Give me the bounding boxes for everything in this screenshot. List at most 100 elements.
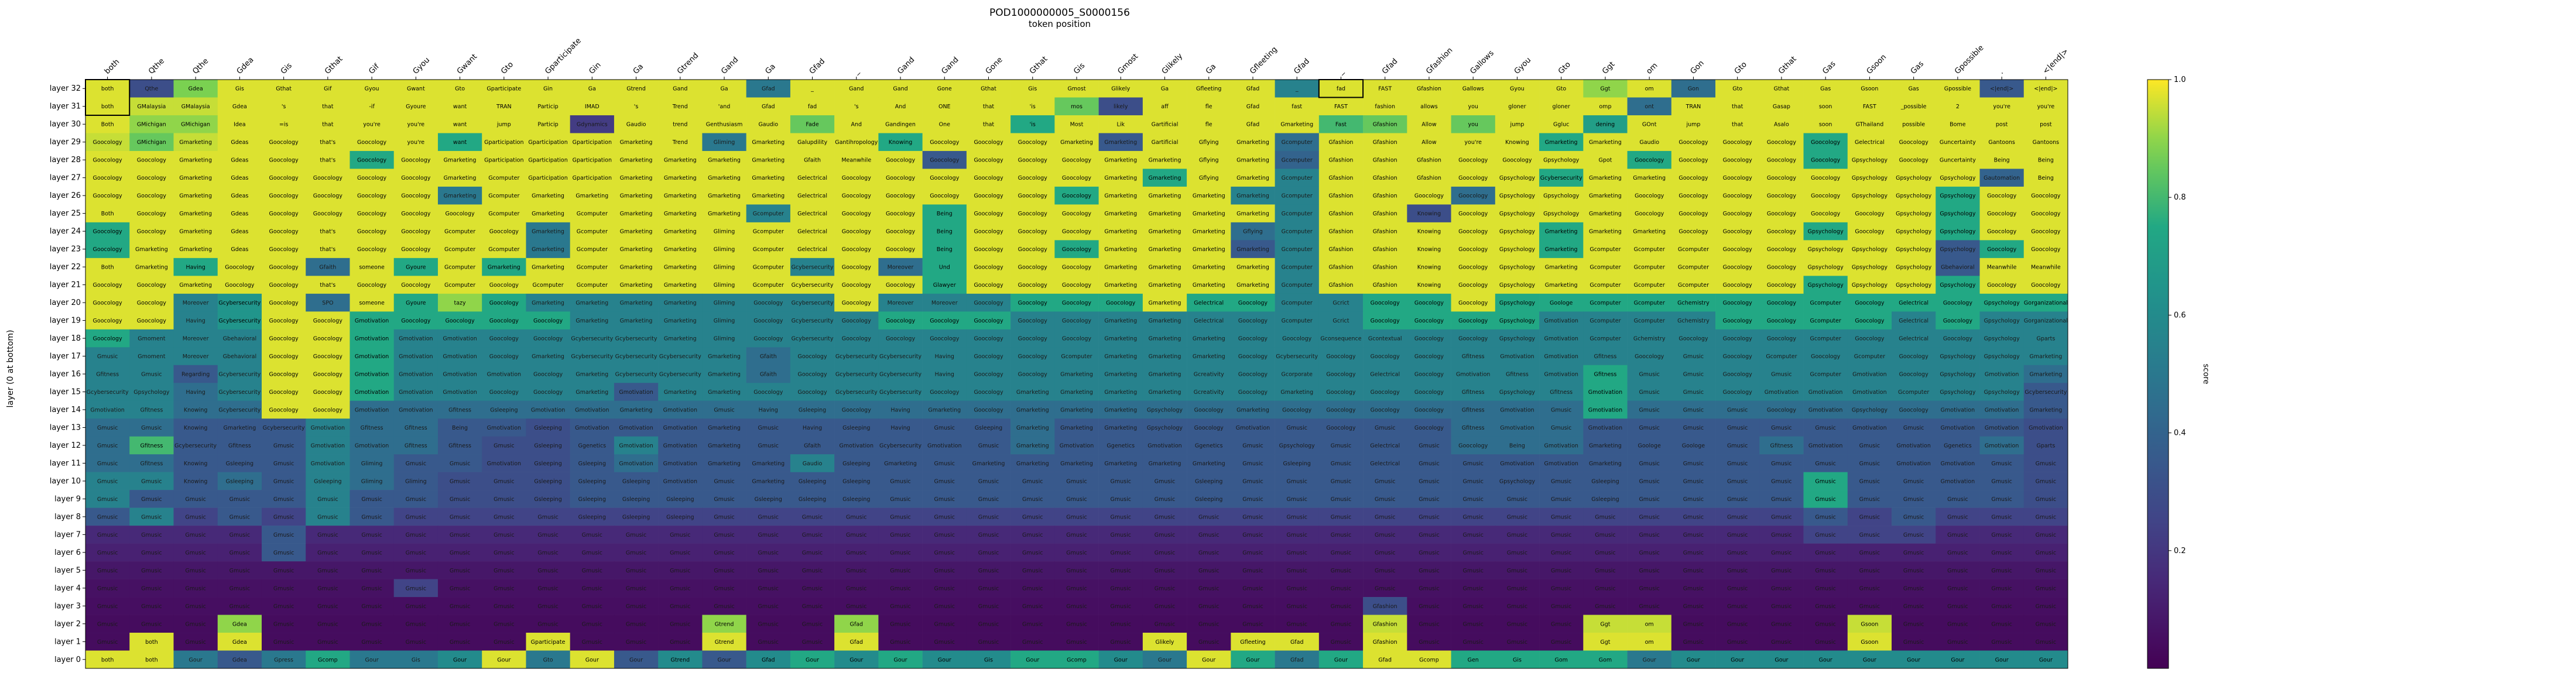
cell-token-label: Gour [585,657,599,663]
cell-token-label: Gfashion [1373,246,1397,253]
cell-token-label: Gmotivation [355,389,389,396]
heatmap-cell [1759,133,1804,152]
cell-token-label: Goocology [1943,318,1973,324]
cell-token-label: Goocology [1062,157,1092,164]
cell-token-label: Having [186,318,205,324]
cell-token-label: Gmusic [1683,585,1704,592]
cell-token-label: Gmarketing [1193,229,1225,235]
cell-token-label: Gmotivation [1500,354,1534,360]
cell-token-label: Gmarketing [1104,193,1137,200]
heatmap-cell [1275,222,1320,241]
cell-token-label: Gparticipation [528,139,567,146]
cell-token-label: Gelectrical [1370,442,1400,449]
heatmap-cell [1936,150,1980,169]
cell-token-label: Gmotivation [399,389,433,396]
x-tick-label: Gis [1072,61,1087,76]
x-tick-label: Qthe [147,57,166,76]
cell-token-label: Gsleeping [842,461,870,467]
cell-token-label: Gmusic [1727,496,1748,503]
heatmap-cell [1451,150,1496,169]
cell-token-label: Gmusic [1242,568,1263,574]
cell-token-label: Gpot [1598,157,1612,164]
cell-token-label: Gpsychology [1852,246,1888,253]
cell-token-label: Gmusic [626,568,646,574]
cell-token-label: Gmarketing [1589,193,1622,200]
cell-token-label: Goocology [1811,193,1841,200]
cell-token-label: Gmarketing [1236,211,1269,217]
cell-token-label: Gmarketing [1104,211,1137,217]
cell-token-label: ONE [938,104,951,110]
cell-token-label: Gmusic [1111,603,1131,610]
cell-token-label: Gmusic [141,496,162,503]
cell-token-label: Goocology [1987,229,2017,235]
cell-token-label: Gmusic [934,550,955,556]
heatmap-cell [526,115,570,133]
y-tick-label: layer 30 [50,120,81,129]
cell-token-label: Gmusic [1286,478,1307,485]
cell-token-label: GMichigan [137,139,166,146]
cell-token-label: Gpsychology [1940,175,1976,181]
cell-token-label: Gmusic [1815,639,1835,646]
heatmap-cell [437,169,482,187]
cell-token-label: Gmusic [1771,461,1791,467]
y-tick-label: layer 26 [50,191,81,200]
cell-token-label: Gfitness [1594,354,1617,360]
cell-token-label: Gmoment [138,336,166,342]
cell-token-label: Goocology [1414,354,1444,360]
cell-token-label: Gmusic [450,532,470,538]
heatmap-cell [482,150,526,169]
heatmap-cell [350,133,395,152]
heatmap-cell [1539,186,1584,205]
heatmap-cell [1187,133,1231,152]
heatmap-cell [393,133,439,152]
cell-token-label: Gmusic [1375,585,1395,592]
cell-token-label: Gorganizational [2024,318,2068,324]
cell-token-label: Goocology [489,336,519,342]
cell-token-label: Gtrend [715,639,734,646]
cell-token-label: Gelectrical [1370,372,1400,378]
heatmap-cell [1847,222,1892,241]
cell-token-label: Gmusic [406,496,426,503]
heatmap-cell [702,115,746,133]
cell-token-label: Gmotivation [1060,442,1094,449]
cell-token-label: Gmusic [1462,603,1483,610]
cell-token-label: Gmusic [273,550,294,556]
cell-token-label: Gmusic [1551,603,1571,610]
heatmap-cell [1495,115,1540,133]
heatmap-cell [614,97,659,116]
cell-token-label: Goocology [886,211,916,217]
heatmap-cell [1187,150,1231,169]
cell-token-label: Gmarketing [1193,354,1225,360]
x-tick-label: Gin [588,61,603,76]
cell-token-label: Goocology [886,175,916,181]
cell-token-label: Gmusic [714,550,734,556]
cell-token-label: Gmusic [361,532,382,538]
heatmap-cell [1407,169,1451,187]
cell-token-label: 's [634,104,639,110]
cell-token-label: Gmusic [1331,585,1351,592]
cell-token-label: Goocology [137,282,167,289]
cell-token-label: Goocology [1458,300,1488,307]
cell-token-label: Gmarketing [1060,461,1093,467]
cell-token-label: Gmarketing [1589,461,1622,467]
heatmap-cell [1231,240,1275,259]
cell-token-label: ont [1645,104,1654,110]
heatmap-cell [1231,186,1275,205]
cell-token-label: Goocology [313,193,343,200]
cell-token-label: jump [1686,122,1700,128]
cell-token-label: Gmusic [670,621,690,627]
heatmap-cell [173,169,218,187]
cell-token-label: Gmusic [1727,442,1748,449]
cell-token-label: Gmotivation [311,461,345,467]
cell-token-label: Goocology [1635,354,1664,360]
cell-token-label: Gfitness [1770,442,1793,449]
cell-token-label: Gour [1643,657,1656,663]
heatmap-cell [1627,115,1672,133]
heatmap-cell [1142,204,1187,223]
cell-token-label: Gmusic [934,585,955,592]
cell-token-label: Gmusic [1155,585,1175,592]
cell-token-label: Gmusic [1595,550,1615,556]
cell-token-label: Gmusic [1507,603,1527,610]
cell-token-label: Gmotivation [1808,407,1842,413]
heatmap-cell [306,258,350,276]
